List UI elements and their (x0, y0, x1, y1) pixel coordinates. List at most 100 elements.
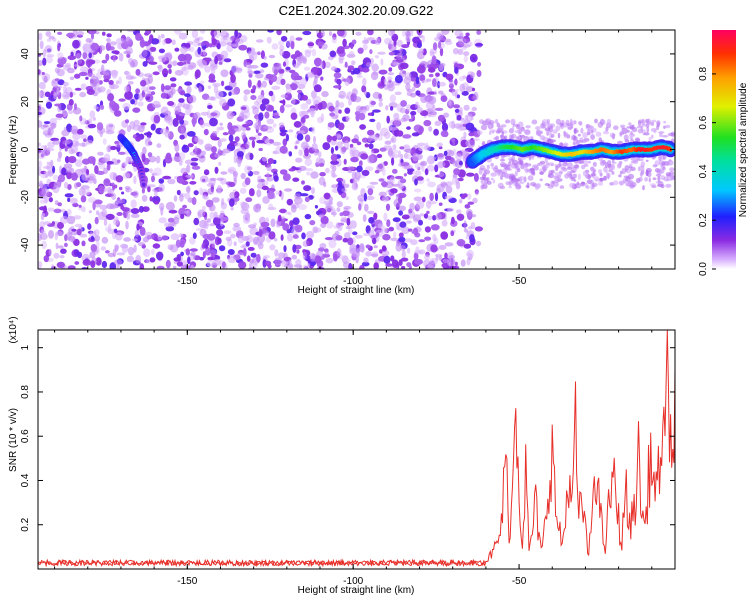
heatmap-cell (645, 159, 649, 162)
heatmap-cell (71, 228, 77, 232)
heatmap-cell (573, 138, 579, 145)
heatmap-cell (418, 219, 423, 226)
heatmap-cell (176, 253, 181, 260)
heatmap-cell (139, 226, 146, 236)
heatmap-cell (474, 43, 484, 47)
heatmap-cell (349, 150, 355, 158)
heatmap-cell (172, 265, 177, 269)
heatmap-cell (307, 42, 315, 47)
heatmap-cell (473, 91, 479, 101)
heatmap-cell (368, 217, 375, 224)
heatmap-cell (406, 126, 411, 130)
heatmap-cell (302, 251, 307, 260)
heatmap-cell (262, 259, 267, 268)
heatmap-cell (324, 205, 333, 213)
heatmap-cell (599, 177, 604, 182)
heatmap-cell (158, 48, 165, 54)
heatmap-cell (484, 169, 491, 175)
heatmap-cell (260, 221, 270, 228)
heatmap-cell (342, 237, 349, 243)
heatmap-cell (38, 160, 43, 169)
heatmap-cell (367, 129, 375, 136)
heatmap-cell (440, 130, 449, 138)
heatmap-cell (414, 178, 418, 186)
heatmap-cell (285, 66, 291, 71)
heatmap-cell (356, 165, 363, 173)
heatmap-cell (399, 221, 407, 228)
y-tick-label: 40 (20, 48, 31, 60)
heatmap-cell (233, 177, 237, 185)
heatmap-cell (390, 237, 398, 242)
heatmap-cell (124, 85, 130, 93)
heatmap-cell (66, 209, 72, 216)
heatmap-cell (267, 158, 274, 165)
heatmap-cell (496, 122, 501, 128)
heatmap-cell (100, 104, 105, 110)
heatmap-cell (184, 192, 191, 200)
heatmap-cell (137, 101, 144, 107)
heatmap-cell (378, 101, 383, 108)
heatmap-cell (341, 76, 345, 82)
heatmap-cell (191, 165, 201, 170)
heatmap-cell (367, 112, 373, 116)
heatmap-cell (273, 65, 282, 71)
heatmap-cell (268, 203, 274, 210)
snr-x-ticks: -150 -100 -50 (54, 330, 653, 587)
heatmap-cell (351, 138, 359, 144)
heatmap-cell (206, 259, 214, 267)
heatmap-cell (392, 217, 401, 223)
heatmap-cell (570, 135, 574, 140)
heatmap-cell (193, 190, 199, 196)
heatmap-cell (153, 114, 161, 124)
heatmap-cell (514, 162, 519, 169)
heatmap-cell (354, 234, 363, 239)
colorbar-gradient (712, 30, 736, 269)
snr-y-label: SNR (10 * v/v) (8, 408, 19, 472)
heatmap-cell (111, 192, 117, 200)
heatmap-cell (392, 168, 398, 174)
heatmap-cell (80, 134, 88, 139)
heatmap-cell (76, 31, 84, 36)
heatmap-cell (211, 146, 217, 154)
heatmap-cell (223, 58, 232, 63)
heatmap-cell (411, 230, 418, 234)
heatmap-cell (172, 60, 178, 67)
heatmap-cell (55, 231, 64, 237)
heatmap-cell (384, 131, 391, 139)
heatmap-cell (59, 215, 69, 224)
heatmap-cell (94, 199, 103, 205)
y-tick-label: 0.2 (20, 517, 31, 531)
heatmap-cell (217, 147, 221, 156)
heatmap-cell (453, 168, 460, 176)
heatmap-cell (227, 249, 235, 255)
heatmap-cell (388, 226, 395, 232)
heatmap-cell (265, 217, 269, 223)
heatmap-cell (276, 30, 282, 36)
heatmap-cell (116, 252, 126, 256)
heatmap-cell (564, 173, 570, 179)
heatmap-cell (477, 61, 482, 67)
heatmap-cell (384, 37, 392, 45)
heatmap-cell (139, 263, 145, 269)
heatmap-cell (53, 181, 62, 188)
heatmap-cell (79, 115, 83, 122)
heatmap-cell (250, 95, 257, 100)
heatmap-cell (331, 36, 337, 44)
heatmap-cell (197, 46, 201, 55)
heatmap-cell (120, 198, 126, 204)
heatmap-cell (456, 94, 460, 99)
heatmap-cell (113, 110, 122, 117)
heatmap-cell (280, 191, 284, 201)
heatmap-cell (490, 172, 497, 177)
heatmap-cell (344, 77, 351, 86)
heatmap-cell (416, 30, 423, 36)
heatmap-cell (80, 66, 89, 74)
heatmap-cell (580, 127, 584, 134)
heatmap-cell (185, 186, 191, 193)
heatmap-cell (245, 140, 250, 150)
heatmap-cell (124, 37, 133, 45)
heatmap-cell (404, 30, 411, 37)
heatmap-cell (288, 259, 292, 266)
heatmap-cell (38, 233, 43, 242)
heatmap-cell (407, 228, 413, 232)
